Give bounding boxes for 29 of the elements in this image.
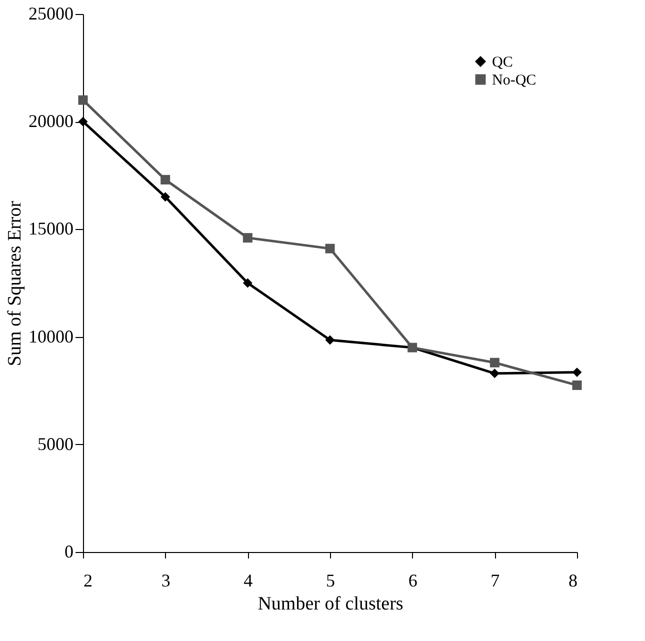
point [160,174,170,184]
point [78,116,88,126]
point [490,368,500,378]
point [78,95,88,105]
point [572,368,582,378]
point [160,192,170,202]
legend-label: No-QC [492,72,536,88]
legend-label: QC [492,54,513,70]
x-tick-label: 8 [568,570,578,590]
point [490,358,500,368]
point [242,233,252,243]
x-tick-label: 5 [326,570,335,590]
x-axis-title: Number of clusters [258,594,404,614]
y-tick-label: 5000 [38,434,74,454]
y-axis-title: Sum of Squares Error [4,200,26,366]
x-tick-label: 4 [244,570,253,590]
x-tick-label: 3 [161,570,170,590]
y-tick-label: 20000 [28,111,74,132]
x-tick-label: 6 [408,570,418,590]
point [572,380,582,390]
point [325,335,335,345]
x-tick-label: 2 [84,570,92,590]
y-tick-label: 15000 [28,218,74,239]
point [242,278,252,288]
point [325,244,335,254]
y-tick-label: 0 [64,542,74,562]
y-tick-label: 10000 [28,326,74,346]
y-tick-label: 25000 [28,4,74,24]
x-tick-label: 7 [490,570,500,590]
